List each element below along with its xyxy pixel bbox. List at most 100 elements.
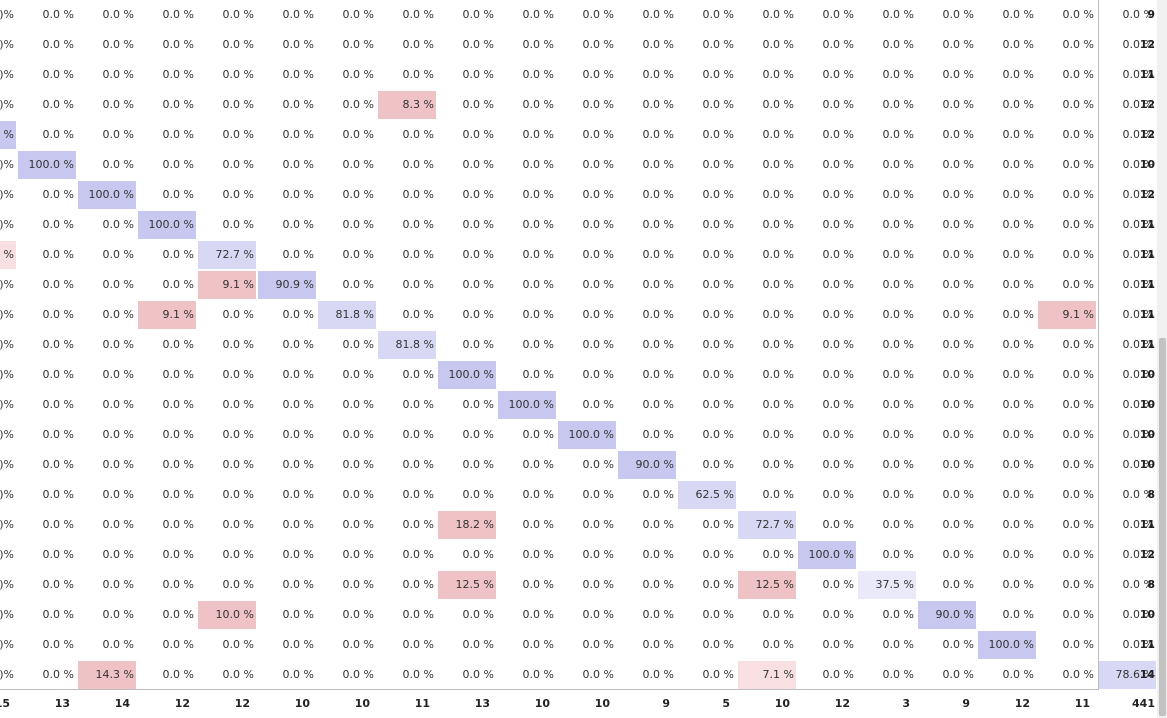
matrix-cell: 0.0 %: [1002, 548, 1034, 561]
matrix-cell: 0.0 %: [1122, 368, 1154, 381]
matrix-cell: 18.2 %: [438, 511, 496, 539]
matrix-cell: 0.0 %: [642, 428, 674, 441]
matrix-cell: 0.0 %: [1062, 578, 1094, 591]
matrix-cell: 0.0 %: [42, 38, 74, 51]
matrix-cell: 62.5 %: [678, 481, 736, 509]
matrix-cell: 0.0 %: [882, 428, 914, 441]
matrix-cell: 0.0 %: [162, 668, 194, 681]
row-total: 11: [1139, 68, 1155, 81]
matrix-cell: 0.0 %: [1122, 428, 1154, 441]
row-total: 14: [1139, 668, 1155, 681]
matrix-cell: 0.0 %: [222, 518, 254, 531]
matrix-cell: 0.0 %: [882, 278, 914, 291]
matrix-cell: 0.0 %: [1122, 458, 1154, 471]
matrix-cell: 0.0 %: [282, 98, 314, 111]
matrix-cell: 0.0 %: [282, 128, 314, 141]
matrix-cell: 0.0 %: [522, 248, 554, 261]
matrix-cell: 0.0 %: [342, 188, 374, 201]
matrix-cell: 0.0 %: [1002, 278, 1034, 291]
matrix-cell: 0.0 %: [1002, 98, 1034, 111]
matrix-cell: 0.0 %: [222, 668, 254, 681]
vertical-scrollbar-thumb[interactable]: [1159, 338, 1166, 716]
matrix-cell: 0.0 %: [522, 458, 554, 471]
column-total: 9: [662, 697, 670, 710]
matrix-cell: 0.0 %: [342, 518, 374, 531]
matrix-cell: 0.0 %: [1122, 548, 1154, 561]
matrix-cell: 0.0 %: [342, 578, 374, 591]
matrix-cell: 0.0 %: [282, 158, 314, 171]
matrix-cell: 0.0 %: [1122, 518, 1154, 531]
row-total: 11: [1139, 248, 1155, 261]
matrix-cell: 0.0 %: [342, 128, 374, 141]
matrix-cell: 0.0 %: [942, 368, 974, 381]
matrix-cell: 100.0 %: [138, 211, 196, 239]
matrix-cell: 0.0 %: [762, 98, 794, 111]
matrix-cell: 0.0 %: [822, 128, 854, 141]
matrix-cell: 0.0 %: [1062, 158, 1094, 171]
matrix-cell: 37.5 %: [858, 571, 916, 599]
matrix-cell: 0.0 %: [822, 368, 854, 381]
matrix-cell: 0.0 %: [162, 278, 194, 291]
matrix-cell: 0.0 %: [642, 68, 674, 81]
matrix-cell: 0.0 %: [822, 488, 854, 501]
matrix-cell: 0.0 %: [942, 398, 974, 411]
matrix-cell-partial: )%: [0, 218, 14, 231]
matrix-cell: 0.0 %: [582, 278, 614, 291]
matrix-cell: 0.0 %: [282, 458, 314, 471]
matrix-cell: 0.0 %: [102, 308, 134, 321]
matrix-cell-partial: )%: [0, 398, 14, 411]
matrix-cell: 0.0 %: [102, 428, 134, 441]
matrix-cell: 0.0 %: [42, 668, 74, 681]
matrix-cell: 0.0 %: [822, 278, 854, 291]
matrix-cell: 0.0 %: [1062, 98, 1094, 111]
matrix-cell: 0.0 %: [522, 98, 554, 111]
column-total: 3: [902, 697, 910, 710]
matrix-cell: 0.0 %: [582, 158, 614, 171]
matrix-cell: 0.0 %: [162, 38, 194, 51]
matrix-cell: 0.0 %: [1122, 248, 1154, 261]
matrix-cell: 0.0 %: [1062, 608, 1094, 621]
matrix-cell: 0.0 %: [642, 8, 674, 21]
matrix-cell: 0.0 %: [342, 638, 374, 651]
row-total: 11: [1139, 308, 1155, 321]
column-total: 12: [234, 697, 250, 710]
matrix-cell: 0.0 %: [702, 428, 734, 441]
matrix-cell: 0.0 %: [342, 218, 374, 231]
matrix-cell-partial: )%: [0, 518, 14, 531]
matrix-cell: 0.0 %: [762, 548, 794, 561]
matrix-cell: 0.0 %: [942, 68, 974, 81]
matrix-cell: 0.0 %: [702, 578, 734, 591]
matrix-cell: 0.0 %: [942, 578, 974, 591]
matrix-cell: 0.0 %: [1002, 188, 1034, 201]
column-total: 10: [354, 697, 370, 710]
matrix-cell: 0.0 %: [402, 608, 434, 621]
matrix-cell: 0.0 %: [42, 8, 74, 21]
matrix-cell: 0.0 %: [762, 488, 794, 501]
matrix-cell: 0.0 %: [282, 638, 314, 651]
matrix-cell: 0.0 %: [762, 458, 794, 471]
matrix-cell: 0.0 %: [762, 8, 794, 21]
column-total: 10: [534, 697, 550, 710]
matrix-cell: 0.0 %: [942, 488, 974, 501]
matrix-cell: 0.0 %: [942, 158, 974, 171]
matrix-cell: 0.0 %: [582, 458, 614, 471]
matrix-cell-partial: )%: [0, 638, 14, 651]
column-total: 14: [114, 697, 130, 710]
matrix-cell: 0.0 %: [402, 548, 434, 561]
matrix-cell-partial: )%: [0, 188, 14, 201]
matrix-cell: 0.0 %: [102, 398, 134, 411]
matrix-cell: 0.0 %: [642, 488, 674, 501]
matrix-cell: 0.0 %: [882, 458, 914, 471]
matrix-cell: 0.0 %: [942, 518, 974, 531]
matrix-cell: 0.0 %: [522, 128, 554, 141]
matrix-cell: 0.0 %: [702, 8, 734, 21]
matrix-cell: 0.0 %: [402, 578, 434, 591]
matrix-cell: 0.0 %: [642, 548, 674, 561]
matrix-cell: 0.0 %: [762, 338, 794, 351]
matrix-cell: 0.0 %: [1002, 308, 1034, 321]
matrix-cell: 0.0 %: [1062, 248, 1094, 261]
matrix-cell: 0.0 %: [1122, 398, 1154, 411]
matrix-cell: 0.0 %: [762, 638, 794, 651]
matrix-cell: 0.0 %: [162, 578, 194, 591]
matrix-cell: 0.0 %: [222, 98, 254, 111]
